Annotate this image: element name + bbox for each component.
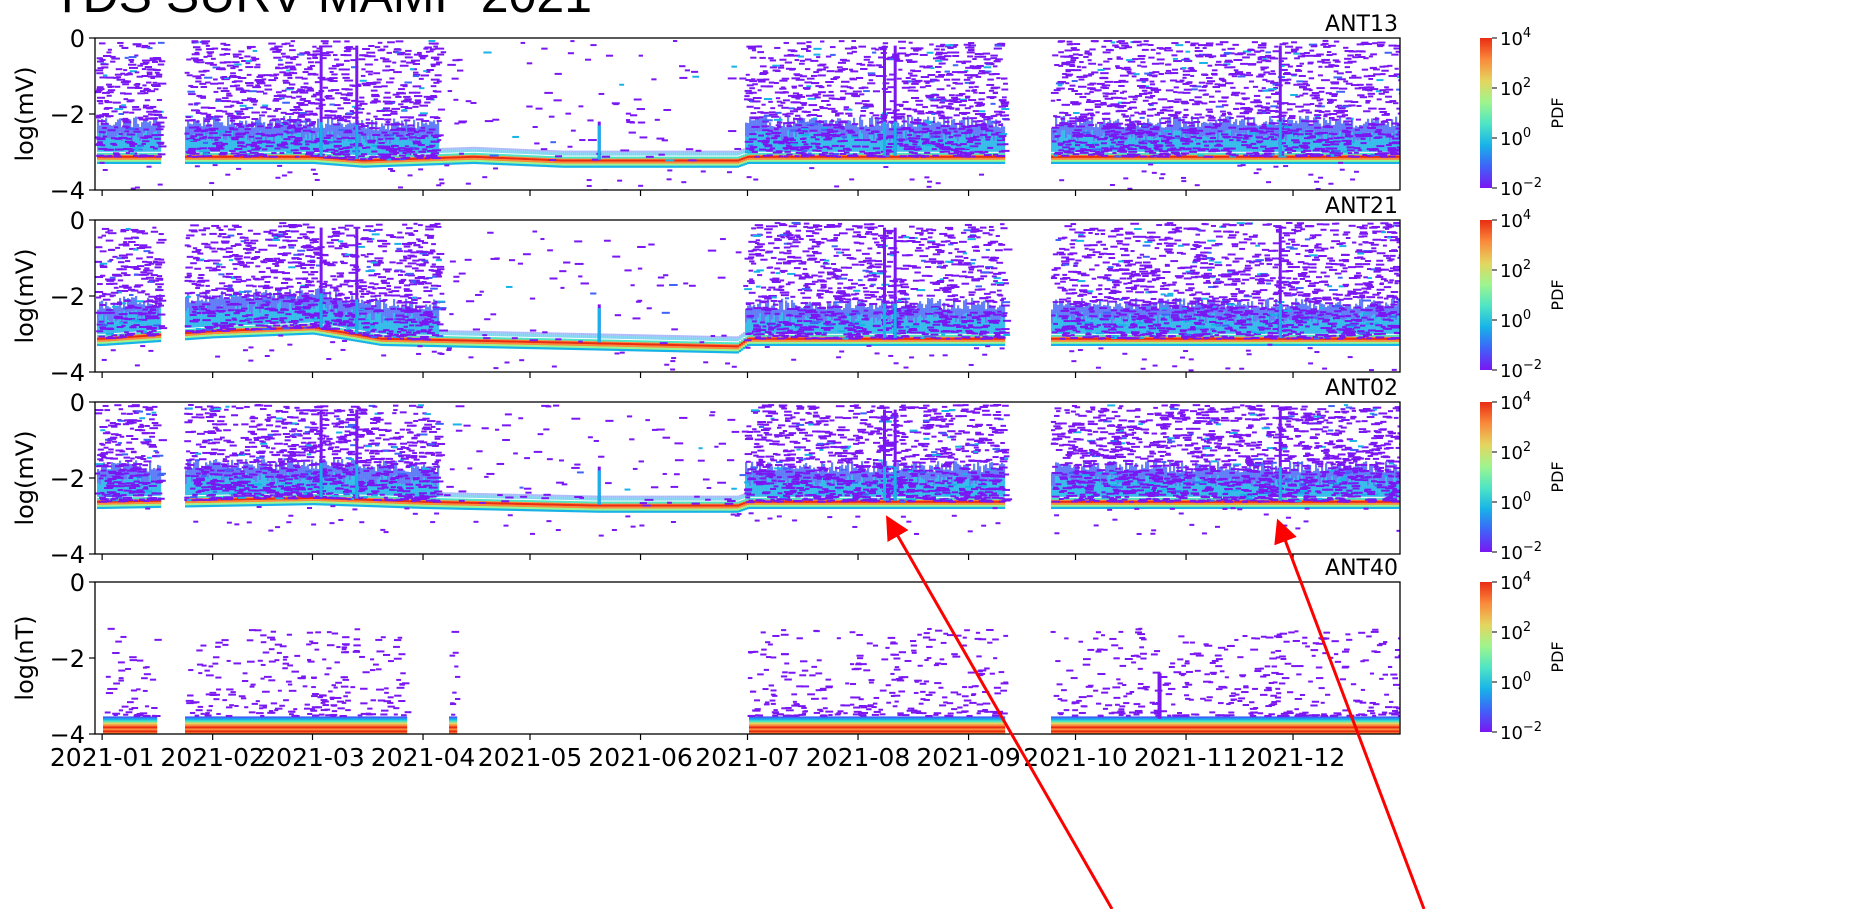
colorbar-tick-label: 104: [1500, 570, 1531, 594]
colorbar-label: PDF: [1548, 279, 1567, 310]
x-tick-label: 2021-06: [588, 743, 692, 772]
colorbar-tick-label: 102: [1500, 620, 1531, 644]
colorbar-ant02: 104 102 100 10−2 PDF: [1480, 390, 1567, 564]
x-tick-label: 2021-11: [1134, 743, 1238, 772]
panel-ant21: 0 −2 −4 log(mV) ANT21: [11, 194, 1401, 387]
colorbar-tick-label: 102: [1500, 440, 1531, 464]
colorbar-tick-label: 10−2: [1500, 540, 1542, 564]
y-tick-label: −4: [50, 177, 85, 205]
colorbar-ant40: 104 102 100 10−2 PDF: [1480, 570, 1567, 744]
colorbar-label: PDF: [1548, 461, 1567, 492]
colorbar-ant21: 104 102 100 10−2 PDF: [1480, 208, 1567, 382]
x-tick-label: 2021-09: [916, 743, 1020, 772]
colorbar-gradient: [1480, 38, 1492, 188]
x-tick-label: 2021-03: [260, 743, 364, 772]
annotation-arrows: [886, 515, 1426, 909]
colorbar-tick-label: 104: [1500, 390, 1531, 414]
colorbar-label: PDF: [1548, 641, 1567, 672]
colorbar-tick-label: 100: [1500, 490, 1531, 514]
y-tick-label: 0: [70, 569, 85, 597]
heatmap-cells: [95, 403, 1400, 537]
colorbar-tick-label: 100: [1500, 308, 1531, 332]
colorbar-gradient: [1480, 402, 1492, 552]
x-tick-label: 2021-04: [371, 743, 475, 772]
y-tick-label: −2: [50, 101, 85, 129]
colorbar-label: PDF: [1548, 97, 1567, 128]
colorbar-gradient: [1480, 220, 1492, 370]
heatmap-cells: [95, 39, 1400, 190]
y-tick-label: −4: [50, 541, 85, 569]
colorbar-tick-label: 10−2: [1500, 176, 1542, 200]
x-tick-label: 2021-01: [50, 743, 154, 772]
panel-ant13: 0 −2 −4 log(mV) ANT13: [11, 12, 1401, 205]
panel-ant02: 0 −2 −4 log(mV) ANT02: [11, 376, 1401, 569]
y-axis-label: log(mV): [11, 430, 39, 525]
panel-title: ANT21: [1325, 194, 1398, 219]
colorbar-tick-label: 100: [1500, 126, 1531, 150]
colorbars: 10410210010−2PDF10410210010−2PDF10410210…: [1480, 26, 1567, 744]
x-tick-label: 2021-12: [1241, 743, 1345, 772]
y-axis-label: log(nT): [11, 615, 39, 700]
y-tick-label: 0: [70, 25, 85, 53]
heatmap-cells: [95, 221, 1400, 372]
colorbar-tick-label: 10−2: [1500, 358, 1542, 382]
page-title: TDS SURV MAMP 2021: [52, 0, 592, 20]
x-tick-label: 2021-08: [806, 743, 910, 772]
y-axis-label: log(mV): [11, 248, 39, 343]
annotation-arrow: [1274, 518, 1426, 909]
panel-title: ANT13: [1325, 12, 1398, 37]
y-tick-label: −2: [50, 465, 85, 493]
annotation-arrow: [886, 515, 1114, 909]
colorbar-tick-label: 10−2: [1500, 720, 1542, 744]
colorbar-tick-label: 104: [1500, 26, 1531, 50]
x-tick-label: 2021-02: [160, 743, 264, 772]
heatmap-cells: [103, 627, 1400, 734]
colorbar-tick-label: 104: [1500, 208, 1531, 232]
y-tick-label: 0: [70, 389, 85, 417]
x-tick-label: 2021-10: [1023, 743, 1127, 772]
colorbar-tick-label: 102: [1500, 76, 1531, 100]
x-tick-label: 2021-07: [695, 743, 799, 772]
colorbar-tick-label: 102: [1500, 258, 1531, 282]
colorbar-tick-label: 100: [1500, 670, 1531, 694]
y-tick-label: −2: [50, 645, 85, 673]
y-tick-label: −4: [50, 359, 85, 387]
colorbar-ant13: 104 102 100 10−2 PDF: [1480, 26, 1567, 200]
panel-title: ANT02: [1325, 376, 1398, 401]
y-tick-label: −4: [50, 721, 85, 749]
y-tick-label: 0: [70, 207, 85, 235]
panel-title: ANT40: [1325, 556, 1398, 581]
x-tick-label: 2021-05: [478, 743, 582, 772]
panel-ant40: 0 −2 −4 log(nT) ANT40: [11, 556, 1401, 749]
y-axis-label: log(mV): [11, 66, 39, 161]
colorbar-gradient: [1480, 582, 1492, 732]
chart-panels: 0 −2 −4 log(mV) ANT13 0 −2 −4 log(mV) ANT21 0 −2 −4 l…: [11, 12, 1401, 749]
y-tick-label: −2: [50, 283, 85, 311]
